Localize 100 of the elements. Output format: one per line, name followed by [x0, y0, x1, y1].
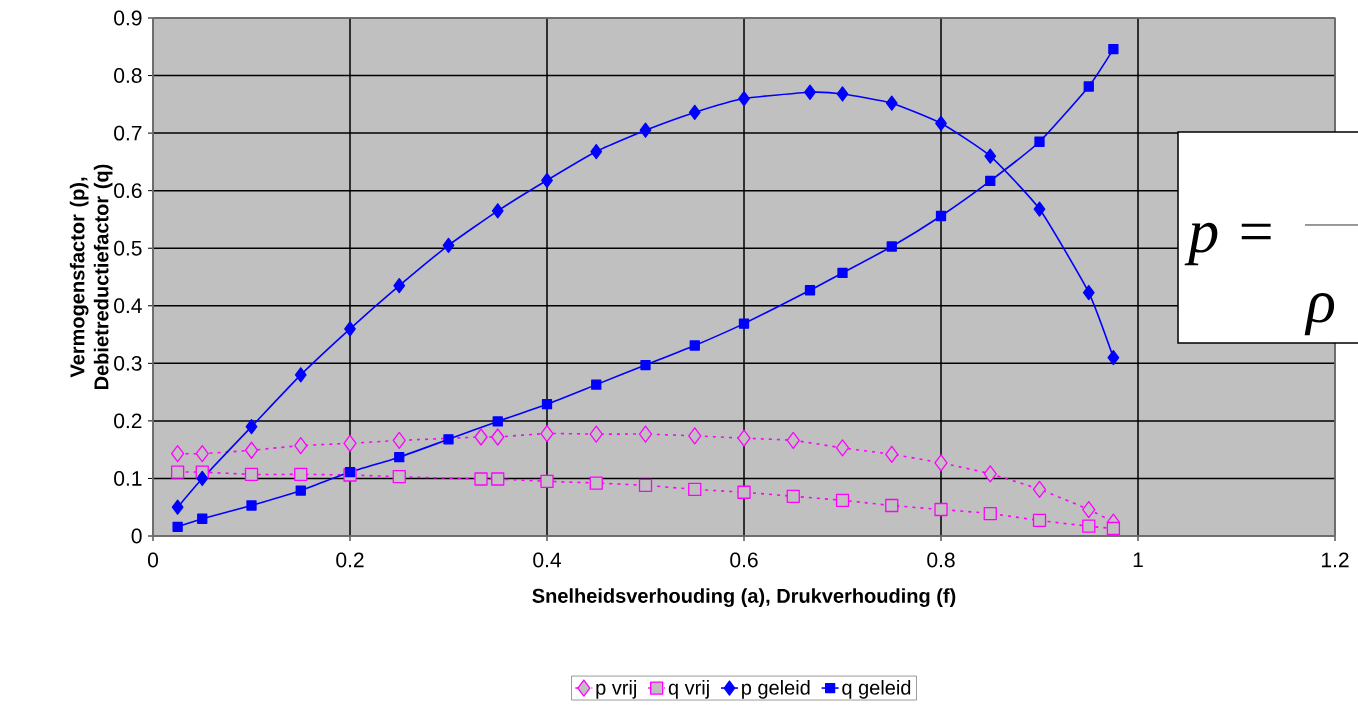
point — [294, 367, 307, 383]
point — [1106, 521, 1121, 536]
point — [491, 203, 504, 219]
point — [985, 175, 996, 187]
point — [540, 474, 554, 488]
point — [443, 434, 454, 445]
point — [837, 267, 848, 279]
point — [170, 445, 185, 463]
point — [244, 467, 259, 482]
point — [885, 445, 899, 463]
y-tick-label: 0.9 — [114, 10, 142, 26]
annotation: ρ — [1304, 292, 1335, 336]
point — [935, 115, 947, 131]
point — [835, 439, 850, 457]
point — [786, 431, 800, 450]
point — [492, 416, 503, 427]
y-tick-label: 0 — [131, 528, 142, 544]
y-tick-label: 0.5 — [114, 240, 142, 256]
point — [638, 478, 653, 492]
point — [589, 425, 603, 443]
point — [294, 467, 308, 482]
point — [1033, 201, 1046, 217]
y-axis-title: Vermogensfactor (p), Debietreductiefactor (q) — [69, 164, 113, 389]
y-tick-label: 0.6 — [114, 183, 142, 199]
y-tick-label: 0.7 — [114, 125, 142, 141]
x-axis-title: Snelheidsverhouding (a), Drukverhouding (f) — [532, 588, 956, 607]
point — [591, 379, 602, 390]
point — [589, 476, 603, 490]
legend-label: p vrij — [596, 680, 636, 699]
y-tick-label: 0.8 — [114, 68, 142, 83]
point — [804, 285, 816, 296]
point — [344, 321, 356, 337]
point — [442, 237, 455, 253]
point — [195, 445, 209, 463]
point — [392, 470, 406, 484]
point — [688, 482, 702, 497]
point — [244, 441, 259, 459]
x-tick-label: 1 — [1133, 552, 1143, 567]
point — [984, 148, 997, 164]
point — [983, 506, 997, 521]
point — [344, 466, 356, 478]
x-tick-label: 1.2 — [1322, 552, 1349, 568]
point — [171, 499, 184, 515]
point — [639, 122, 652, 138]
point — [935, 210, 947, 222]
point — [1107, 349, 1120, 366]
point — [294, 436, 308, 455]
point — [738, 318, 750, 329]
point — [491, 472, 505, 486]
point — [934, 502, 948, 517]
annotation: p = — [1184, 222, 1271, 266]
point — [737, 429, 751, 447]
point — [836, 86, 849, 102]
point — [835, 493, 850, 507]
y-tick-label: 0.3 — [114, 355, 142, 371]
point — [885, 95, 898, 111]
legend-label: q vrij — [668, 680, 709, 699]
x-tick-label: 0.6 — [730, 552, 758, 568]
point — [688, 427, 702, 445]
point — [590, 143, 603, 160]
point — [540, 424, 554, 443]
point — [541, 399, 553, 410]
point — [295, 485, 306, 496]
point — [491, 428, 505, 446]
point — [983, 465, 997, 483]
point — [688, 104, 701, 121]
point — [786, 489, 800, 503]
point — [1032, 480, 1047, 499]
point — [1083, 81, 1094, 92]
x-tick-label: 0.2 — [336, 552, 364, 568]
point — [1034, 136, 1045, 147]
y-tick-label: 0.2 — [114, 413, 142, 429]
x-tick-label: 0.4 — [533, 552, 561, 568]
point — [886, 241, 897, 252]
point — [541, 172, 553, 188]
point — [474, 428, 488, 446]
legend-label: p geleid — [742, 680, 810, 699]
point — [474, 472, 488, 486]
point — [737, 485, 751, 499]
point — [394, 452, 405, 463]
point — [197, 513, 208, 524]
point — [1108, 43, 1119, 55]
x-tick-label: 0.8 — [927, 552, 955, 568]
x-tick-label: 0 — [147, 552, 159, 568]
y-tick-label: 0.4 — [114, 298, 142, 314]
point — [196, 470, 209, 487]
point — [1082, 284, 1095, 301]
point — [172, 521, 183, 532]
point — [640, 359, 651, 371]
point — [343, 434, 357, 452]
point — [934, 454, 948, 472]
point — [392, 431, 406, 450]
point — [1032, 513, 1047, 528]
point — [804, 84, 816, 100]
y-tick-label: 0.1 — [114, 471, 142, 486]
point — [638, 425, 653, 443]
point — [393, 277, 406, 294]
point — [245, 418, 258, 435]
point — [689, 340, 700, 351]
point — [170, 465, 185, 479]
